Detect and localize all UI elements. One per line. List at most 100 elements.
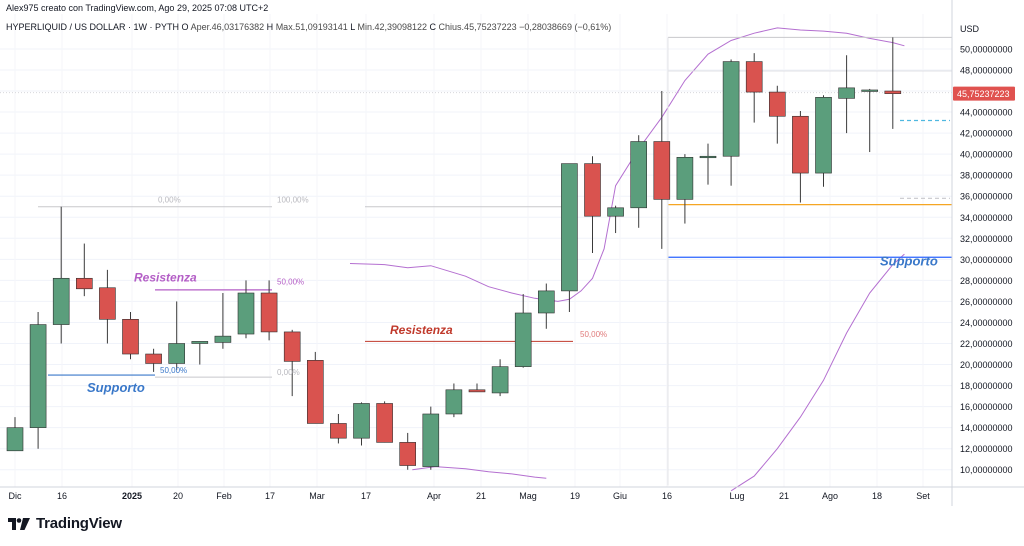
fib-label-100: 100,00% <box>277 196 309 205</box>
candle[interactable] <box>76 243 93 297</box>
candle[interactable] <box>699 143 717 185</box>
high-value: Max.51,09193141 <box>275 22 348 32</box>
y-tick-label: 50,00000000 <box>960 44 1013 54</box>
supporto-2-label: Supporto <box>880 254 938 269</box>
candle[interactable] <box>122 311 139 360</box>
candle[interactable] <box>561 163 578 312</box>
candle[interactable] <box>722 59 740 186</box>
fib-label-50b: 50,00% <box>160 366 187 375</box>
y-tick-label: 32,00000000 <box>960 234 1013 244</box>
bollinger-upper <box>349 27 905 302</box>
x-tick-label: Dic <box>9 491 22 501</box>
fib-label-50a: 50,00% <box>277 278 304 287</box>
candle-body <box>607 207 624 217</box>
candle[interactable] <box>815 95 832 187</box>
candle[interactable] <box>468 383 486 393</box>
x-tick-label: Set <box>916 491 930 501</box>
candle[interactable] <box>792 111 809 203</box>
candle[interactable] <box>537 283 555 329</box>
x-tick-label: 21 <box>779 491 789 501</box>
candle[interactable] <box>52 206 70 344</box>
resistenza-1-label: Resistenza <box>134 270 197 284</box>
x-tick-label: Mar <box>309 491 325 501</box>
candle[interactable] <box>514 294 532 368</box>
candle[interactable] <box>145 348 162 372</box>
x-tick-label: 21 <box>476 491 486 501</box>
y-tick-label: 10,00000000 <box>960 465 1013 475</box>
candle[interactable] <box>838 55 855 134</box>
x-tick-label: 19 <box>570 491 580 501</box>
open-label: O <box>181 22 189 32</box>
candle[interactable] <box>29 311 47 449</box>
y-tick-label: 34,00000000 <box>960 213 1013 223</box>
candle-body <box>792 115 809 174</box>
candle[interactable] <box>99 269 116 344</box>
candle[interactable] <box>422 406 440 470</box>
x-tick-label: 16 <box>662 491 672 501</box>
candle-body <box>76 277 93 290</box>
candle-body <box>491 366 509 394</box>
y-tick-label: 26,00000000 <box>960 297 1013 307</box>
candle-body <box>561 163 578 292</box>
candle-body <box>191 341 209 344</box>
candle-body <box>29 324 47 428</box>
candle-body <box>399 442 417 466</box>
candle[interactable] <box>676 154 694 224</box>
candle[interactable] <box>745 53 763 123</box>
candle-body <box>722 61 740 157</box>
close-label: C <box>429 22 437 32</box>
candle[interactable] <box>653 91 671 249</box>
x-tick-label: Feb <box>216 491 232 501</box>
candle[interactable] <box>6 417 24 452</box>
candle-body <box>815 97 832 174</box>
candle[interactable] <box>399 432 417 470</box>
candle[interactable] <box>584 156 601 254</box>
candlesticks[interactable] <box>6 37 902 470</box>
candle[interactable] <box>283 329 301 397</box>
y-tick-label: 38,00000000 <box>960 171 1013 181</box>
brand[interactable]: TradingView <box>8 515 122 532</box>
candle[interactable] <box>191 341 209 365</box>
y-tick-label: 28,00000000 <box>960 276 1013 286</box>
y-tick-label: 20,00000000 <box>960 360 1013 370</box>
y-tick-label: 40,00000000 <box>960 150 1013 160</box>
y-tick-label: 18,00000000 <box>960 381 1013 391</box>
symbol-name[interactable]: HYPERLIQUID / US DOLLAR · 1W · PYTH <box>6 22 180 32</box>
y-tick-label: 14,00000000 <box>960 423 1013 433</box>
candle[interactable] <box>353 402 370 446</box>
symbol-legend: HYPERLIQUID / US DOLLAR · 1W · PYTH O Ap… <box>6 22 611 32</box>
candle[interactable] <box>214 293 232 349</box>
candle-body <box>52 277 70 325</box>
x-tick-label: 16 <box>57 491 67 501</box>
candle[interactable] <box>884 37 902 129</box>
candle[interactable] <box>306 351 324 424</box>
y-tick-label: 36,00000000 <box>960 192 1013 202</box>
candle[interactable] <box>168 301 185 370</box>
price-axis[interactable]: 10,00000000 12,00000000 14,00000000 16,0000… <box>951 0 1015 506</box>
bollinger-lower <box>730 253 905 492</box>
x-tick-label: Mag <box>519 491 537 501</box>
time-axis[interactable]: Dic 16 2025 20 Feb 17 Mar 17 Apr 21 Mag 19 Giu 16 Lug 2… <box>0 486 1024 501</box>
x-tick-label: 2025 <box>122 491 142 501</box>
candle[interactable] <box>861 88 879 153</box>
tradingview-logo-icon <box>8 517 30 530</box>
candle[interactable] <box>260 280 278 341</box>
candle[interactable] <box>607 205 624 234</box>
candle-body <box>422 413 440 467</box>
candle-body <box>168 343 185 364</box>
change-value: −0,28038669 (−0,61%) <box>519 22 612 32</box>
candle[interactable] <box>630 135 648 228</box>
candle[interactable] <box>376 401 393 443</box>
candle[interactable] <box>330 413 347 444</box>
author-line: Alex975 creato con TradingView.com, Ago … <box>6 3 269 13</box>
candle[interactable] <box>445 383 463 418</box>
candle[interactable] <box>768 85 786 144</box>
candle[interactable] <box>237 280 255 339</box>
candle-body <box>745 61 763 93</box>
candle-body <box>676 156 694 200</box>
candle-body <box>122 319 139 355</box>
candle[interactable] <box>491 359 509 397</box>
brand-name: TradingView <box>36 515 122 532</box>
x-tick-label: 20 <box>173 491 183 501</box>
